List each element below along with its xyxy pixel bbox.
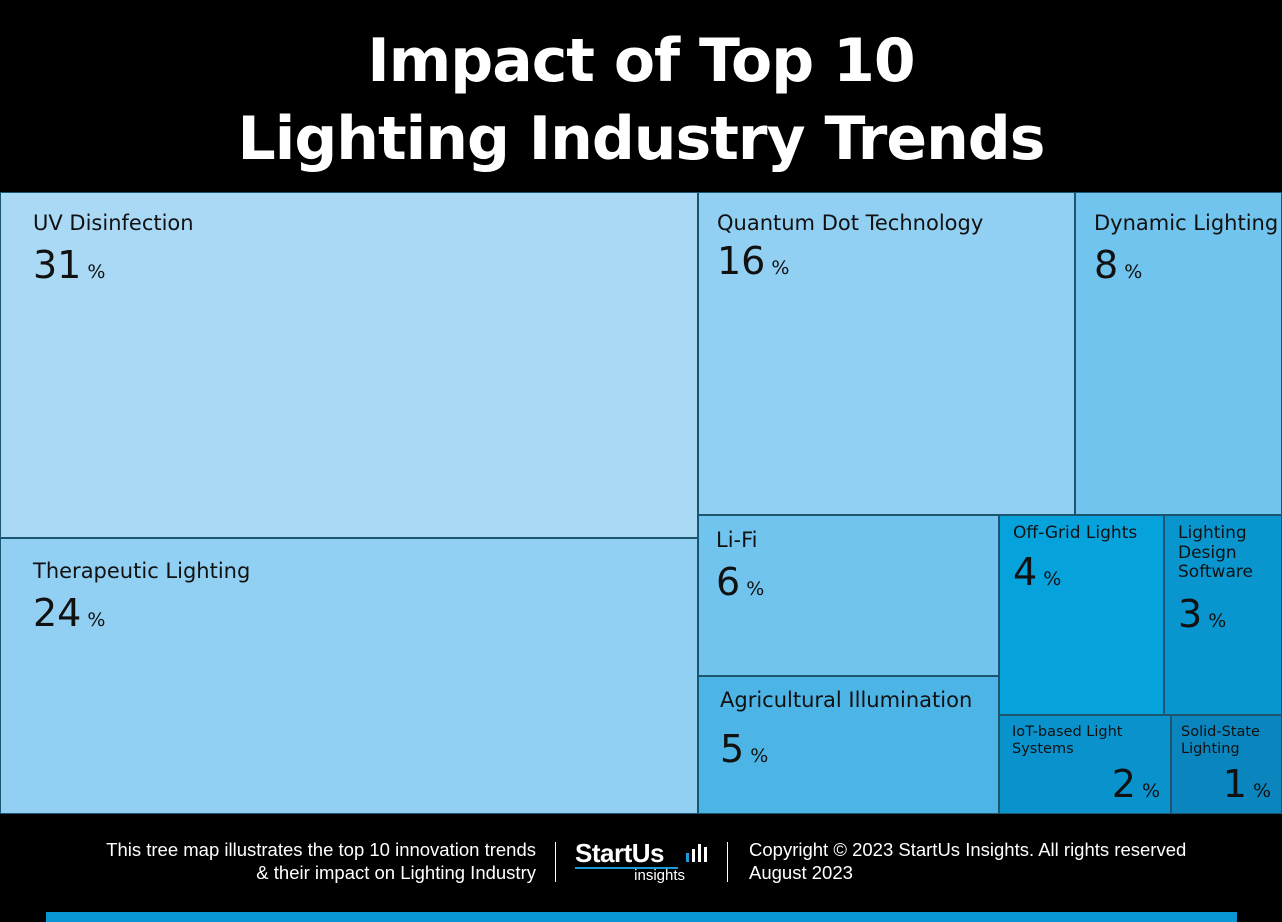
treemap-value: 2%: [1112, 762, 1160, 806]
treemap-label: Solid-State Lighting: [1181, 724, 1260, 757]
treemap: UV Disinfection 31% Therapeutic Lighting 24…: [0, 192, 1282, 814]
logo-underline: [575, 867, 678, 869]
copyright-text: Copyright © 2023 StartUs Insights. All r…: [749, 839, 1187, 860]
treemap-cell-iot-based-light-systems: IoT-based Light Systems 2%: [999, 715, 1171, 814]
treemap-cell-quantum-dot-technology: Quantum Dot Technology 16%: [698, 192, 1075, 515]
footer-copyright: Copyright © 2023 StartUs Insights. All r…: [749, 838, 1186, 884]
treemap-value: 5%: [720, 727, 768, 771]
logo-brand: StartUs: [575, 838, 664, 868]
treemap-label: Lighting Design Software: [1178, 523, 1253, 583]
treemap-value-unit: %: [87, 609, 106, 631]
treemap-value-unit: %: [746, 578, 765, 600]
treemap-value-unit: %: [1043, 568, 1062, 590]
treemap-value-unit: %: [1141, 780, 1160, 802]
treemap-value-number: 3: [1178, 592, 1203, 636]
footer-description-line2: & their impact on Lighting Industry: [256, 862, 536, 883]
treemap-value-number: 6: [716, 560, 741, 604]
treemap-value-number: 24: [33, 591, 82, 635]
treemap-value-number: 8: [1094, 243, 1119, 287]
treemap-cell-li-fi: Li-Fi 6%: [698, 515, 999, 676]
treemap-label: IoT-based Light Systems: [1012, 724, 1123, 757]
treemap-value: 24%: [33, 591, 105, 635]
footer-divider-left: [555, 842, 556, 882]
chart-title-line1: Impact of Top 10: [367, 26, 915, 96]
startus-insights-logo: StartUs insights: [575, 838, 709, 884]
treemap-value-number: 16: [717, 239, 766, 283]
treemap-value: 8%: [1094, 243, 1142, 287]
treemap-label: Agricultural Illumination: [720, 688, 973, 712]
treemap-label: Therapeutic Lighting: [33, 559, 251, 583]
accent-bar: [46, 912, 1237, 922]
treemap-cell-solid-state-lighting: Solid-State Lighting 1%: [1171, 715, 1282, 814]
treemap-value: 1%: [1223, 762, 1271, 806]
treemap-value-unit: %: [87, 261, 106, 283]
logo-sub: insights: [634, 867, 685, 884]
treemap-cell-therapeutic-lighting: Therapeutic Lighting 24%: [0, 538, 698, 814]
footer-description: This tree map illustrates the top 10 inn…: [106, 838, 536, 884]
treemap-value-unit: %: [1208, 610, 1227, 632]
treemap-label: Li-Fi: [716, 528, 758, 552]
treemap-value-number: 5: [720, 727, 745, 771]
treemap-cell-agricultural-illumination: Agricultural Illumination 5%: [698, 676, 999, 814]
treemap-label: UV Disinfection: [33, 211, 194, 235]
treemap-value-number: 31: [33, 243, 82, 287]
chart-title: Impact of Top 10 Lighting Industry Trend…: [0, 22, 1282, 178]
footer-description-line1: This tree map illustrates the top 10 inn…: [106, 839, 536, 860]
treemap-value: 6%: [716, 560, 764, 604]
treemap-value: 4%: [1013, 550, 1061, 594]
treemap-value: 31%: [33, 243, 105, 287]
treemap-cell-lighting-design-software: Lighting Design Software 3%: [1164, 515, 1282, 715]
treemap-value-number: 2: [1111, 762, 1136, 806]
treemap-value: 3%: [1178, 592, 1226, 636]
treemap-value: 16%: [717, 239, 789, 283]
treemap-label: Dynamic Lighting: [1094, 211, 1279, 235]
treemap-value-number: 1: [1222, 762, 1247, 806]
footer-divider-right: [727, 842, 728, 882]
footer: This tree map illustrates the top 10 inn…: [0, 814, 1282, 922]
date-text: August 2023: [749, 862, 853, 883]
treemap-value-number: 4: [1013, 550, 1038, 594]
treemap-label: Off-Grid Lights: [1013, 523, 1138, 543]
treemap-value-unit: %: [750, 745, 769, 767]
signal-bars-icon: [686, 844, 707, 862]
treemap-value-unit: %: [1252, 780, 1271, 802]
treemap-cell-dynamic-lighting: Dynamic Lighting 8%: [1075, 192, 1282, 515]
treemap-cell-uv-disinfection: UV Disinfection 31%: [0, 192, 698, 538]
chart-title-line2: Lighting Industry Trends: [237, 104, 1046, 174]
treemap-value-unit: %: [771, 257, 790, 279]
treemap-label: Quantum Dot Technology: [717, 211, 984, 235]
treemap-cell-off-grid-lights: Off-Grid Lights 4%: [999, 515, 1164, 715]
treemap-value-unit: %: [1124, 261, 1143, 283]
